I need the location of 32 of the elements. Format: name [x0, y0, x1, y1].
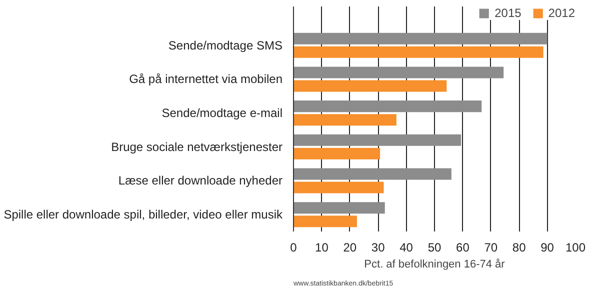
x-tick-label: 30 [371, 240, 386, 254]
bar [294, 66, 504, 78]
x-tick-label: 80 [512, 240, 526, 254]
y-tick-label: Sende/modtage SMS [168, 38, 283, 52]
legend-label: 2012 [548, 6, 575, 20]
bar [294, 202, 385, 214]
bar [294, 100, 482, 112]
x-tick-label: 40 [400, 240, 414, 254]
x-axis-title: Pct. af befolkningen 16-74 år [364, 258, 506, 270]
y-tick-label: Spille eller downloade spil, billeder, video eller musik [4, 208, 284, 222]
x-tick-label: 70 [484, 240, 498, 254]
y-tick-label: Læse eller downloade nyheder [118, 174, 283, 188]
bar [294, 216, 357, 228]
bar [294, 168, 452, 180]
bar [294, 148, 380, 160]
x-tick-label: 0 [290, 240, 298, 254]
y-tick-label: Gå på internettet via mobilen [129, 72, 282, 86]
y-tick-label: Sende/modtage e-mail [162, 106, 283, 120]
x-tick-label: 50 [428, 240, 442, 254]
bar [294, 46, 544, 58]
bar [294, 182, 384, 194]
bar [294, 114, 396, 126]
x-tick-label: 20 [343, 240, 357, 254]
x-tick-label: 10 [315, 240, 329, 254]
bar [294, 134, 462, 146]
bar [294, 32, 548, 44]
y-tick-label: Bruge sociale netværkstjenester [111, 140, 283, 154]
x-tick-label: 60 [456, 240, 470, 254]
bar [294, 80, 447, 92]
x-tick-label: 100 [565, 240, 586, 254]
x-tick-label: 90 [540, 240, 554, 254]
legend-label: 2015 [494, 6, 522, 20]
